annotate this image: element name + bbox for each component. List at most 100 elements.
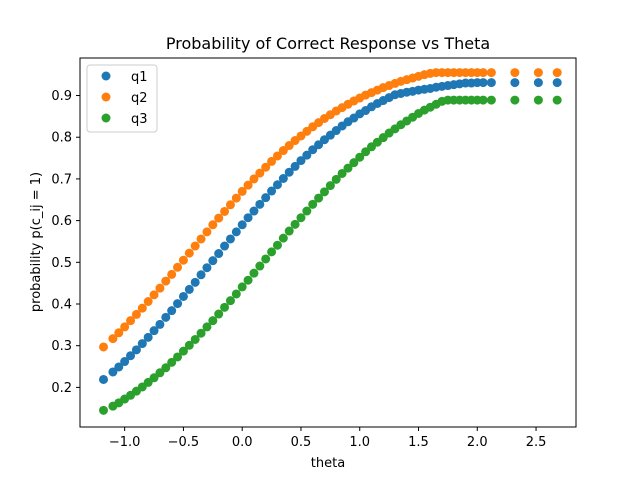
point-q1 (202, 263, 212, 273)
point-q2 (149, 290, 159, 300)
y-tick-label: 0.9 (51, 89, 72, 104)
point-q2 (278, 146, 288, 156)
legend-marker-q1 (101, 71, 111, 81)
y-tick-label: 0.5 (51, 256, 72, 271)
point-q1 (296, 156, 306, 166)
point-q3 (208, 316, 218, 326)
y-axis-ticks: 0.2 0.3 0.4 0.5 0.6 0.7 0.8 0.9 (51, 89, 80, 396)
x-tick-label: −0.5 (168, 435, 200, 450)
point-q3 (272, 240, 282, 250)
point-q1 (237, 220, 247, 230)
point-q1 (99, 374, 109, 384)
point-q1 (261, 193, 271, 203)
point-q3 (510, 95, 520, 105)
point-q1 (149, 326, 159, 336)
x-tick-label: 1.5 (408, 435, 429, 450)
point-q1 (214, 249, 224, 259)
point-q1 (278, 174, 288, 183)
legend-label-q2: q2 (131, 91, 148, 106)
point-q3 (220, 302, 230, 312)
point-q3 (190, 334, 200, 344)
x-axis-label: theta (311, 456, 345, 471)
point-q1 (272, 180, 282, 190)
point-q1 (131, 345, 141, 355)
point-q3 (261, 254, 271, 264)
point-q2 (255, 168, 265, 178)
y-tick-label: 0.2 (51, 381, 72, 396)
y-tick-label: 0.3 (51, 339, 72, 354)
point-q3 (249, 268, 259, 278)
point-q1 (284, 167, 294, 177)
point-q1 (190, 277, 200, 287)
point-q2 (261, 162, 271, 172)
point-q2 (184, 248, 194, 258)
point-q3 (167, 357, 177, 367)
point-q2 (202, 227, 212, 237)
point-q3 (361, 147, 371, 157)
point-q2 (190, 241, 200, 251)
point-q3 (99, 405, 109, 415)
point-q2 (208, 220, 218, 230)
axes-frame (79, 57, 577, 428)
point-q3 (331, 174, 341, 184)
point-q2 (486, 68, 496, 78)
point-q3 (314, 193, 324, 203)
point-q2 (552, 68, 562, 78)
point-q1 (249, 206, 259, 216)
point-q1 (314, 140, 324, 150)
y-tick-label: 0.7 (51, 172, 72, 187)
point-q1 (173, 299, 183, 309)
point-q3 (343, 163, 353, 173)
point-q3 (478, 95, 488, 105)
point-q3 (284, 226, 294, 236)
point-q2 (237, 186, 247, 196)
point-q2 (214, 213, 224, 223)
point-q1 (302, 150, 312, 160)
point-q3 (202, 322, 212, 332)
point-q1 (308, 145, 318, 155)
point-q3 (325, 181, 335, 191)
point-q1 (120, 357, 130, 367)
point-q3 (296, 213, 306, 223)
x-tick-label: 2.5 (526, 435, 547, 450)
point-q2 (231, 193, 241, 203)
point-q3 (196, 328, 206, 338)
point-q3 (149, 373, 159, 383)
point-q2 (196, 234, 206, 244)
point-q2 (225, 200, 235, 210)
y-tick-label: 0.6 (51, 214, 72, 229)
point-q3 (161, 363, 171, 373)
point-q1 (208, 256, 218, 266)
point-q2 (267, 156, 277, 166)
chart-title: Probability of Correct Response vs Theta (166, 34, 490, 53)
legend-label-q1: q1 (131, 70, 148, 85)
series-q1 (99, 78, 562, 384)
x-tick-label: 2.0 (467, 435, 488, 450)
point-q2 (99, 342, 109, 352)
point-q3 (214, 309, 224, 319)
point-q2 (161, 276, 171, 286)
point-q1 (225, 234, 235, 244)
point-q3 (278, 233, 288, 243)
point-q1 (220, 241, 230, 251)
point-q1 (243, 213, 253, 223)
point-q3 (237, 282, 247, 292)
point-q2 (243, 180, 253, 190)
point-q1 (184, 284, 194, 294)
point-q3 (184, 340, 194, 350)
point-q3 (231, 289, 241, 299)
legend-label-q3: q3 (131, 112, 148, 127)
x-tick-label: 0.0 (232, 435, 253, 450)
point-q3 (486, 95, 496, 105)
point-q3 (155, 368, 165, 378)
x-tick-label: 1.0 (349, 435, 370, 450)
point-q1 (143, 332, 153, 342)
point-q2 (143, 297, 153, 306)
y-tick-label: 0.4 (51, 298, 72, 313)
point-q1 (161, 312, 171, 322)
point-q3 (319, 187, 329, 197)
point-q2 (249, 174, 259, 184)
point-q1 (108, 367, 118, 377)
point-q1 (114, 362, 124, 372)
